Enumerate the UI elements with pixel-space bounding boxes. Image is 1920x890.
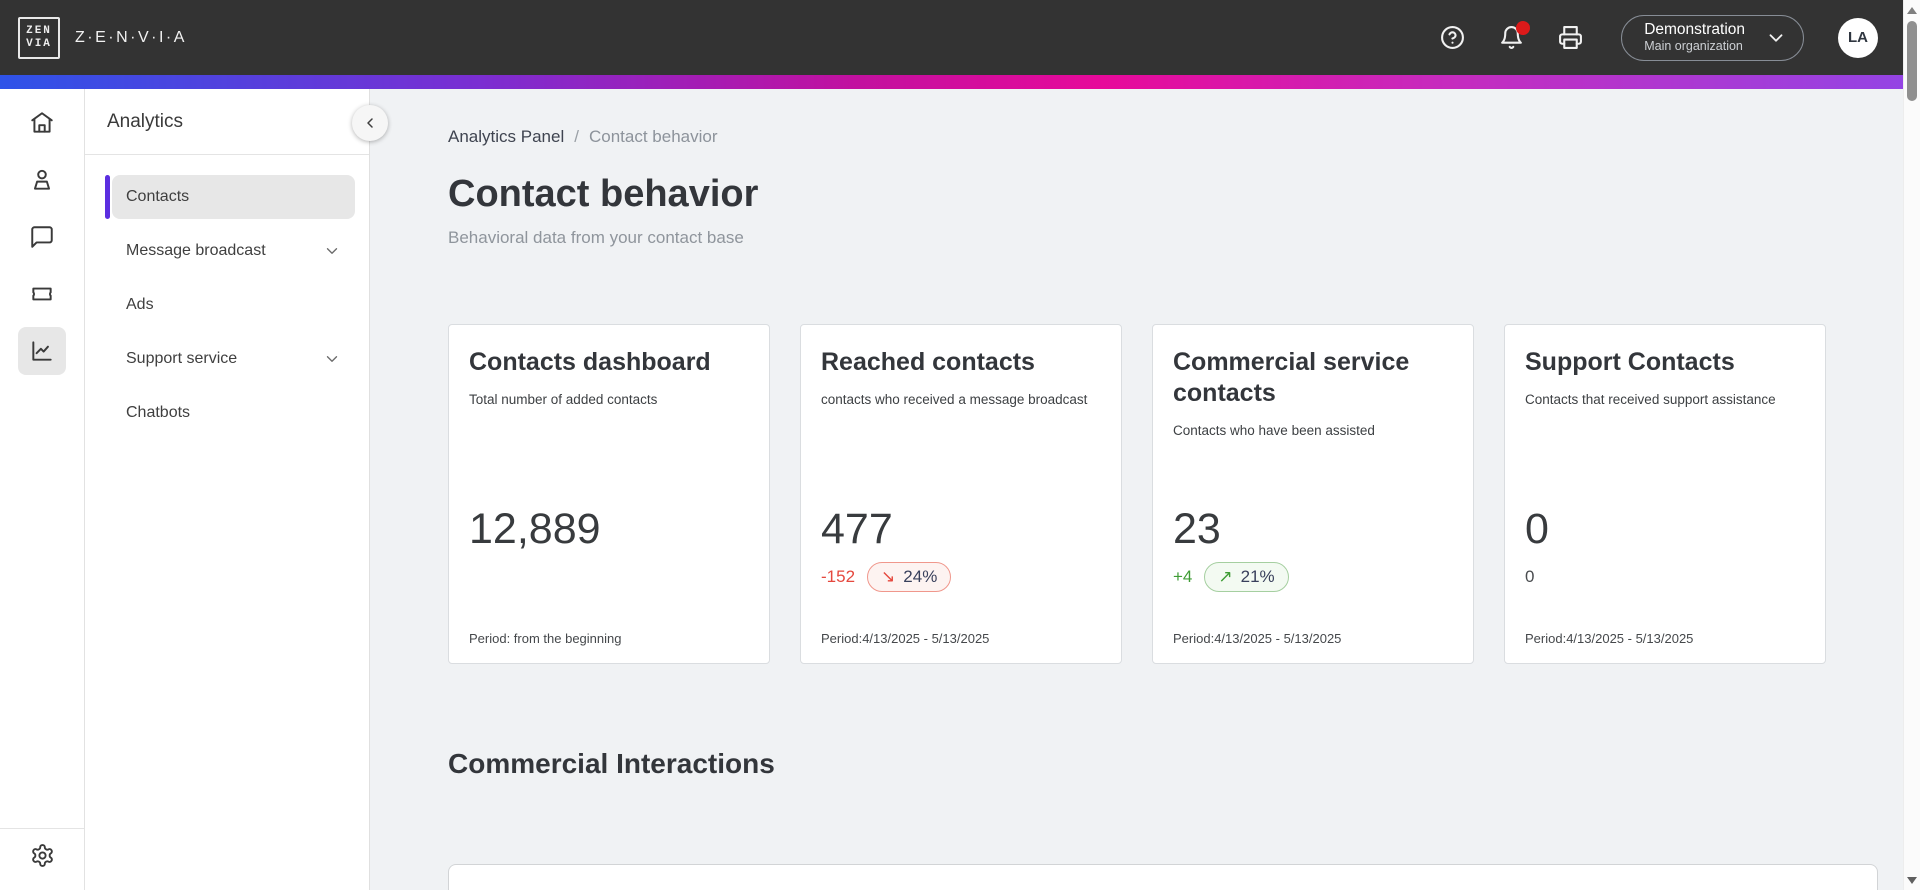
section-title-commercial-interactions: Commercial Interactions	[448, 748, 775, 779]
delta-value: -152	[821, 567, 856, 586]
brand-wordmark: Z·E·N·V·I·A	[75, 28, 187, 46]
sidebar-title: Analytics	[107, 111, 184, 132]
percent-badge-down: ↘ 24%	[867, 562, 952, 592]
avatar[interactable]: LA	[1838, 17, 1878, 58]
badge-percent: 21%	[1240, 567, 1275, 586]
sidebar-item-chatbots[interactable]: Chatbots	[112, 391, 355, 435]
sidebar-item-support-service[interactable]: Support service	[112, 337, 355, 381]
sidebar-item-ads[interactable]: Ads	[112, 283, 355, 327]
page-title: Contact behavior	[448, 173, 759, 215]
percent-badge-up: ↗ 21%	[1204, 562, 1289, 592]
sidebar-item-message-broadcast[interactable]: Message broadcast	[112, 229, 355, 273]
sidebar-items: Contacts Message broadcast Ads Support s…	[85, 175, 369, 435]
notification-badge	[1516, 21, 1531, 35]
rail-footer	[0, 828, 84, 890]
page-subtitle: Behavioral data from your contact base	[448, 228, 744, 247]
scroll-up-arrow[interactable]	[1907, 7, 1917, 14]
card-delta-row: +4 ↗ 21%	[1173, 561, 1453, 593]
sidebar-item-label: Chatbots	[126, 404, 191, 421]
card-contacts-dashboard: Contacts dashboard Total number of added…	[448, 324, 770, 664]
card-title: Support Contacts	[1525, 348, 1735, 376]
card-title: Reached contacts	[821, 348, 1035, 376]
notifications-bell-icon[interactable]	[1499, 21, 1531, 50]
chevron-down-icon	[323, 242, 341, 260]
scrollbar-thumb[interactable]	[1907, 21, 1917, 101]
breadcrumb-current: Contact behavior	[588, 127, 718, 146]
breadcrumb-separator: /	[574, 127, 579, 146]
organization-subtitle: Main organization	[1644, 39, 1743, 54]
chat-icon[interactable]	[18, 213, 66, 261]
contacts-person-icon[interactable]	[18, 156, 66, 204]
chevron-down-icon	[1765, 27, 1787, 49]
sidebar-item-label: Contacts	[126, 188, 190, 205]
sidebar-divider	[85, 154, 369, 155]
card-description: Total number of added contacts	[469, 392, 658, 407]
sidebar-item-label: Ads	[126, 296, 154, 313]
zenvia-logo-icon[interactable]: ZEN VIA	[18, 16, 60, 59]
sidebar-item-contacts[interactable]: Contacts	[105, 175, 355, 219]
main-content: Analytics Panel / Contact behavior Conta…	[370, 89, 1903, 890]
breadcrumb-analytics-panel[interactable]: Analytics Panel	[448, 127, 565, 146]
card-reached-contacts: Reached contacts contacts who received a…	[800, 324, 1122, 664]
ticket-icon[interactable]	[18, 270, 66, 318]
card-delta-row: 0	[1525, 561, 1805, 593]
card-period: Period:4/13/2025 - 5/13/2025	[1173, 631, 1342, 646]
card-description: Contacts that received support assistanc…	[1525, 392, 1776, 407]
organization-name: Demonstration	[1644, 21, 1745, 38]
analytics-sidebar: Analytics Contacts Message broadcast Ads…	[85, 89, 370, 890]
chevron-down-icon	[323, 350, 341, 368]
trend-down-arrow-icon: ↘	[881, 567, 896, 586]
card-value: 12,889	[469, 505, 601, 553]
card-period: Period:4/13/2025 - 5/13/2025	[821, 631, 990, 646]
sidebar-collapse-button[interactable]	[352, 105, 388, 141]
card-title: Contacts dashboard	[469, 348, 711, 376]
card-value: 23	[1173, 505, 1221, 553]
scroll-down-arrow[interactable]	[1907, 877, 1917, 884]
card-description: Contacts who have been assisted	[1173, 423, 1375, 438]
logo-line2: VIA	[26, 37, 52, 50]
active-indicator-bar	[105, 175, 110, 219]
card-value: 477	[821, 505, 893, 553]
chevron-left-icon	[367, 118, 373, 128]
commercial-interactions-card	[448, 864, 1878, 890]
card-commercial-service-contacts: Commercial service contacts Contacts who…	[1152, 324, 1474, 664]
trend-up-arrow-icon: ↗	[1218, 567, 1233, 586]
card-delta-row: -152 ↘ 24%	[821, 561, 1101, 593]
card-period: Period: from the beginning	[469, 631, 622, 646]
topbar: ZEN VIA Z·E·N·V·I·A Demonstration Main o…	[0, 0, 1903, 75]
icon-rail	[0, 89, 85, 890]
analytics-chart-icon[interactable]	[18, 327, 66, 375]
page-scrollbar[interactable]	[1903, 0, 1920, 890]
card-description: contacts who received a message broadcas…	[821, 392, 1088, 407]
settings-gear-icon[interactable]	[30, 843, 55, 868]
card-title: Commercial service contacts	[1173, 348, 1410, 407]
sidebar-item-label: Message broadcast	[126, 242, 266, 259]
card-support-contacts: Support Contacts Contacts that received …	[1504, 324, 1826, 664]
logo-line1: ZEN	[26, 24, 52, 37]
sidebar-item-label: Support service	[126, 350, 238, 367]
card-delta-row	[469, 561, 749, 593]
breadcrumb: Analytics Panel / Contact behavior	[448, 127, 1903, 147]
help-icon[interactable]	[1440, 25, 1465, 50]
printer-icon[interactable]	[1558, 25, 1583, 50]
card-value: 0	[1525, 505, 1549, 553]
gradient-accent-bar	[0, 75, 1903, 89]
organization-text: Demonstration Main organization	[1644, 20, 1745, 55]
card-period: Period:4/13/2025 - 5/13/2025	[1525, 631, 1694, 646]
organization-selector[interactable]: Demonstration Main organization	[1621, 14, 1804, 61]
badge-percent: 24%	[903, 567, 938, 586]
stat-cards-row: Contacts dashboard Total number of added…	[448, 324, 1903, 664]
home-icon[interactable]	[18, 99, 66, 147]
delta-value: +4	[1173, 567, 1193, 586]
delta-value: 0	[1525, 567, 1535, 586]
topbar-actions: Demonstration Main organization LA	[1440, 14, 1878, 61]
